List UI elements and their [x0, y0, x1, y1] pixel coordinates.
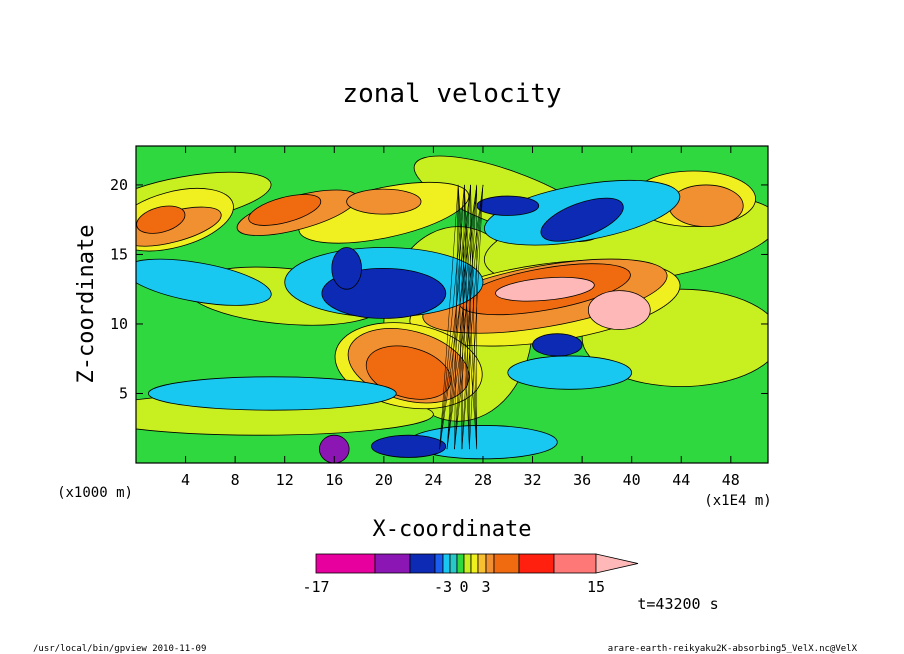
colorbar-swatch [493, 553, 520, 574]
colorbar-swatch [463, 553, 472, 574]
contour-region [476, 195, 540, 216]
contour-line [469, 184, 471, 450]
colorbar-swatch [456, 553, 465, 574]
colorbar-label: 3 [481, 578, 490, 596]
contour-line [454, 184, 478, 450]
colorbar-swatch [485, 553, 495, 574]
x-tick-label: 4 [181, 471, 190, 489]
contour-line [470, 184, 478, 450]
contour-field [136, 155, 768, 463]
contour-region [668, 184, 744, 228]
time-annotation: t=43200 s [637, 595, 718, 613]
x-tick-label: 28 [474, 471, 492, 489]
contour-region [319, 434, 350, 463]
contour-line [464, 184, 478, 450]
contour-line [457, 184, 463, 450]
plot-frame [135, 145, 769, 464]
x-scale-note: (x1E4 m) [704, 493, 771, 509]
contour-region [507, 355, 633, 390]
y-scale-note: (x1000 m) [57, 485, 133, 501]
x-axis: 4 8 12 16 20 24 28 32 36 40 44 48 [181, 146, 740, 489]
colorbar-label: -3 [434, 578, 452, 596]
contour-region [346, 188, 422, 215]
colorbar-swatch [553, 553, 597, 574]
colorbar-swatch [449, 553, 458, 574]
colorbar-swatch [409, 553, 436, 574]
x-axis-label: X-coordinate [373, 517, 532, 542]
footer-left: /usr/local/bin/gpview 2010-11-09 [33, 644, 206, 654]
contour-line [461, 184, 484, 450]
colorbar-swatch [518, 553, 555, 574]
contour-region [248, 194, 322, 226]
y-tick-label: 20 [110, 176, 128, 194]
y-tick-label: 15 [110, 245, 128, 263]
x-tick-label: 8 [231, 471, 240, 489]
contour-region [365, 345, 452, 400]
contour-region [371, 434, 447, 458]
contour-region [540, 197, 624, 242]
contour-region [495, 276, 595, 302]
contour-line [454, 184, 471, 450]
colorbar-swatch [470, 553, 479, 574]
colorbar-label: 15 [587, 578, 605, 596]
plot-area [136, 146, 768, 463]
contour-region [331, 247, 362, 290]
y-axis: 5 10 15 20 [110, 176, 768, 402]
x-tick-label: 24 [424, 471, 442, 489]
colorbar-swatch [442, 553, 451, 574]
contour-line [461, 184, 465, 450]
colorbar-swatch [434, 553, 444, 574]
colorbar-swatch [315, 553, 376, 574]
contour-line [464, 184, 470, 450]
contour-region [587, 290, 651, 330]
x-tick-label: 12 [276, 471, 294, 489]
colorbar-label: -17 [302, 578, 329, 596]
colorbar-swatch [374, 553, 411, 574]
x-tick-label: 40 [623, 471, 641, 489]
x-tick-label: 20 [375, 471, 393, 489]
colorbar-arrow [595, 553, 639, 574]
contour-line [457, 184, 470, 450]
contour-line [439, 184, 459, 450]
colorbar-label: 0 [459, 578, 468, 596]
contour-line [469, 184, 484, 450]
contour-line [461, 184, 478, 450]
y-tick-label: 5 [119, 384, 128, 402]
x-tick-label: 44 [672, 471, 690, 489]
contour-region [136, 205, 186, 234]
contour-line [454, 184, 459, 450]
x-tick-label: 32 [524, 471, 542, 489]
x-tick-label: 36 [573, 471, 591, 489]
contour-region [147, 376, 397, 411]
contour-region [136, 258, 272, 306]
x-tick-label: 16 [325, 471, 343, 489]
y-tick-label: 10 [110, 315, 128, 333]
y-axis-label: Z-coordinate [74, 225, 99, 384]
x-tick-label: 48 [722, 471, 740, 489]
colorbar-swatch [477, 553, 487, 574]
footer-right: arare-earth-reikyaku2K-absorbing5_VelX.n… [608, 644, 858, 654]
contour-region [532, 333, 583, 357]
chart-title: zonal velocity [342, 79, 561, 109]
contour-line [457, 184, 478, 450]
colorbar: -17 -3 0 3 15 [302, 553, 639, 596]
contour-line [454, 184, 484, 450]
